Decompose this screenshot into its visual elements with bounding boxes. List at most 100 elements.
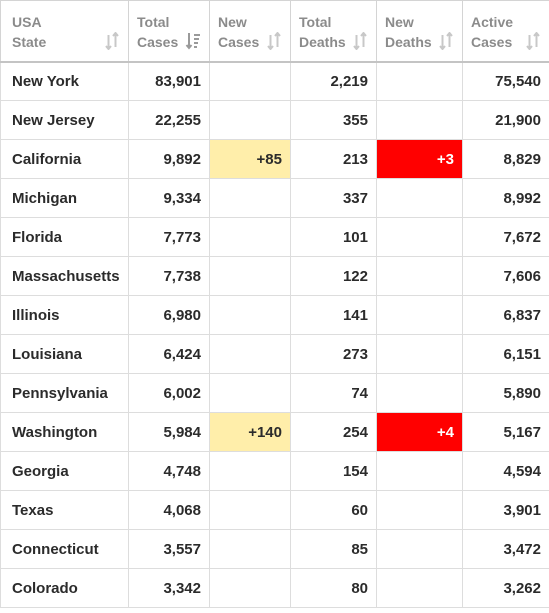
total-cases-cell: 5,984 — [128, 412, 210, 452]
sort-inactive-icon[interactable] — [352, 30, 368, 51]
column-header-new-deaths[interactable]: New Deaths — [376, 0, 463, 63]
new-deaths-cell — [376, 373, 463, 413]
new-cases-cell — [209, 217, 291, 257]
new-cases-cell — [209, 490, 291, 530]
total-cases-cell: 6,980 — [128, 295, 210, 335]
active-cases-cell: 21,900 — [462, 100, 549, 140]
table-row: Louisiana 6,424 273 6,151 — [0, 334, 549, 374]
total-deaths-cell: 80 — [290, 568, 377, 608]
active-cases-cell: 3,901 — [462, 490, 549, 530]
table-row: New Jersey 22,255 355 21,900 — [0, 100, 549, 140]
column-header-total-deaths[interactable]: Total Deaths — [290, 0, 377, 63]
new-deaths-cell — [376, 334, 463, 374]
sort-inactive-icon[interactable] — [525, 30, 541, 51]
column-header-state[interactable]: USA State — [0, 0, 129, 63]
new-cases-cell — [209, 295, 291, 335]
new-cases-cell — [209, 256, 291, 296]
total-deaths-cell: 337 — [290, 178, 377, 218]
total-deaths-cell: 141 — [290, 295, 377, 335]
sort-inactive-icon[interactable] — [104, 30, 120, 51]
active-cases-cell: 75,540 — [462, 61, 549, 101]
state-cell: Illinois — [0, 295, 129, 335]
new-deaths-cell — [376, 217, 463, 257]
total-deaths-cell: 154 — [290, 451, 377, 491]
total-cases-cell: 4,748 — [128, 451, 210, 491]
total-deaths-cell: 122 — [290, 256, 377, 296]
column-header-active-cases[interactable]: Active Cases — [462, 0, 549, 63]
new-cases-cell — [209, 529, 291, 569]
new-deaths-cell — [376, 100, 463, 140]
state-cell: Texas — [0, 490, 129, 530]
new-cases-cell — [209, 61, 291, 101]
new-cases-cell: +140 — [209, 412, 291, 452]
state-cell: Florida — [0, 217, 129, 257]
state-cell: Louisiana — [0, 334, 129, 374]
total-deaths-cell: 213 — [290, 139, 377, 179]
total-deaths-cell: 74 — [290, 373, 377, 413]
column-header-label: New Deaths — [385, 14, 432, 50]
active-cases-cell: 3,472 — [462, 529, 549, 569]
new-cases-cell — [209, 334, 291, 374]
column-header-label: Total Deaths — [299, 14, 346, 50]
state-cell: Colorado — [0, 568, 129, 608]
table-row: New York 83,901 2,219 75,540 — [0, 61, 549, 101]
state-cell: Massachusetts — [0, 256, 129, 296]
state-cell: Pennsylvania — [0, 373, 129, 413]
state-cell: New Jersey — [0, 100, 129, 140]
active-cases-cell: 6,837 — [462, 295, 549, 335]
new-deaths-cell: +4 — [376, 412, 463, 452]
total-deaths-cell: 355 — [290, 100, 377, 140]
total-deaths-cell: 60 — [290, 490, 377, 530]
column-header-total-cases[interactable]: Total Cases — [128, 0, 210, 63]
column-header-new-cases[interactable]: New Cases — [209, 0, 291, 63]
table-row: Florida 7,773 101 7,672 — [0, 217, 549, 257]
table-row: California 9,892 +85 213 +3 8,829 — [0, 139, 549, 179]
total-cases-cell: 9,334 — [128, 178, 210, 218]
new-deaths-cell — [376, 256, 463, 296]
active-cases-cell: 7,606 — [462, 256, 549, 296]
sort-inactive-icon[interactable] — [438, 30, 454, 51]
table-row: Colorado 3,342 80 3,262 — [0, 568, 549, 608]
sort-descending-icon[interactable] — [185, 32, 201, 50]
new-cases-cell — [209, 568, 291, 608]
state-cell: New York — [0, 61, 129, 101]
total-cases-cell: 3,342 — [128, 568, 210, 608]
table-header: USA State Total Cases New Cases — [0, 0, 549, 63]
new-deaths-cell — [376, 529, 463, 569]
active-cases-cell: 7,672 — [462, 217, 549, 257]
state-cell: Georgia — [0, 451, 129, 491]
new-cases-cell — [209, 100, 291, 140]
total-cases-cell: 6,424 — [128, 334, 210, 374]
state-cell: Michigan — [0, 178, 129, 218]
column-header-label: Active Cases — [471, 14, 514, 50]
total-deaths-cell: 273 — [290, 334, 377, 374]
new-deaths-cell — [376, 295, 463, 335]
state-cell: Connecticut — [0, 529, 129, 569]
new-deaths-cell — [376, 568, 463, 608]
new-cases-cell: +85 — [209, 139, 291, 179]
new-cases-cell — [209, 451, 291, 491]
total-deaths-cell: 254 — [290, 412, 377, 452]
total-deaths-cell: 101 — [290, 217, 377, 257]
active-cases-cell: 3,262 — [462, 568, 549, 608]
total-cases-cell: 9,892 — [128, 139, 210, 179]
new-cases-cell — [209, 178, 291, 218]
new-deaths-cell — [376, 61, 463, 101]
sort-inactive-icon[interactable] — [266, 30, 282, 51]
active-cases-cell: 5,890 — [462, 373, 549, 413]
new-cases-cell — [209, 373, 291, 413]
active-cases-cell: 5,167 — [462, 412, 549, 452]
table-row: Pennsylvania 6,002 74 5,890 — [0, 373, 549, 413]
table-row: Georgia 4,748 154 4,594 — [0, 451, 549, 491]
total-cases-cell: 3,557 — [128, 529, 210, 569]
active-cases-cell: 6,151 — [462, 334, 549, 374]
state-cell: Washington — [0, 412, 129, 452]
table-row: Massachusetts 7,738 122 7,606 — [0, 256, 549, 296]
table-row: Texas 4,068 60 3,901 — [0, 490, 549, 530]
new-deaths-cell: +3 — [376, 139, 463, 179]
total-cases-cell: 7,773 — [128, 217, 210, 257]
table-body: New York 83,901 2,219 75,540 New Jersey 22,25… — [0, 61, 549, 608]
total-cases-cell: 22,255 — [128, 100, 210, 140]
table-row: Washington 5,984 +140 254 +4 5,167 — [0, 412, 549, 452]
new-deaths-cell — [376, 490, 463, 530]
